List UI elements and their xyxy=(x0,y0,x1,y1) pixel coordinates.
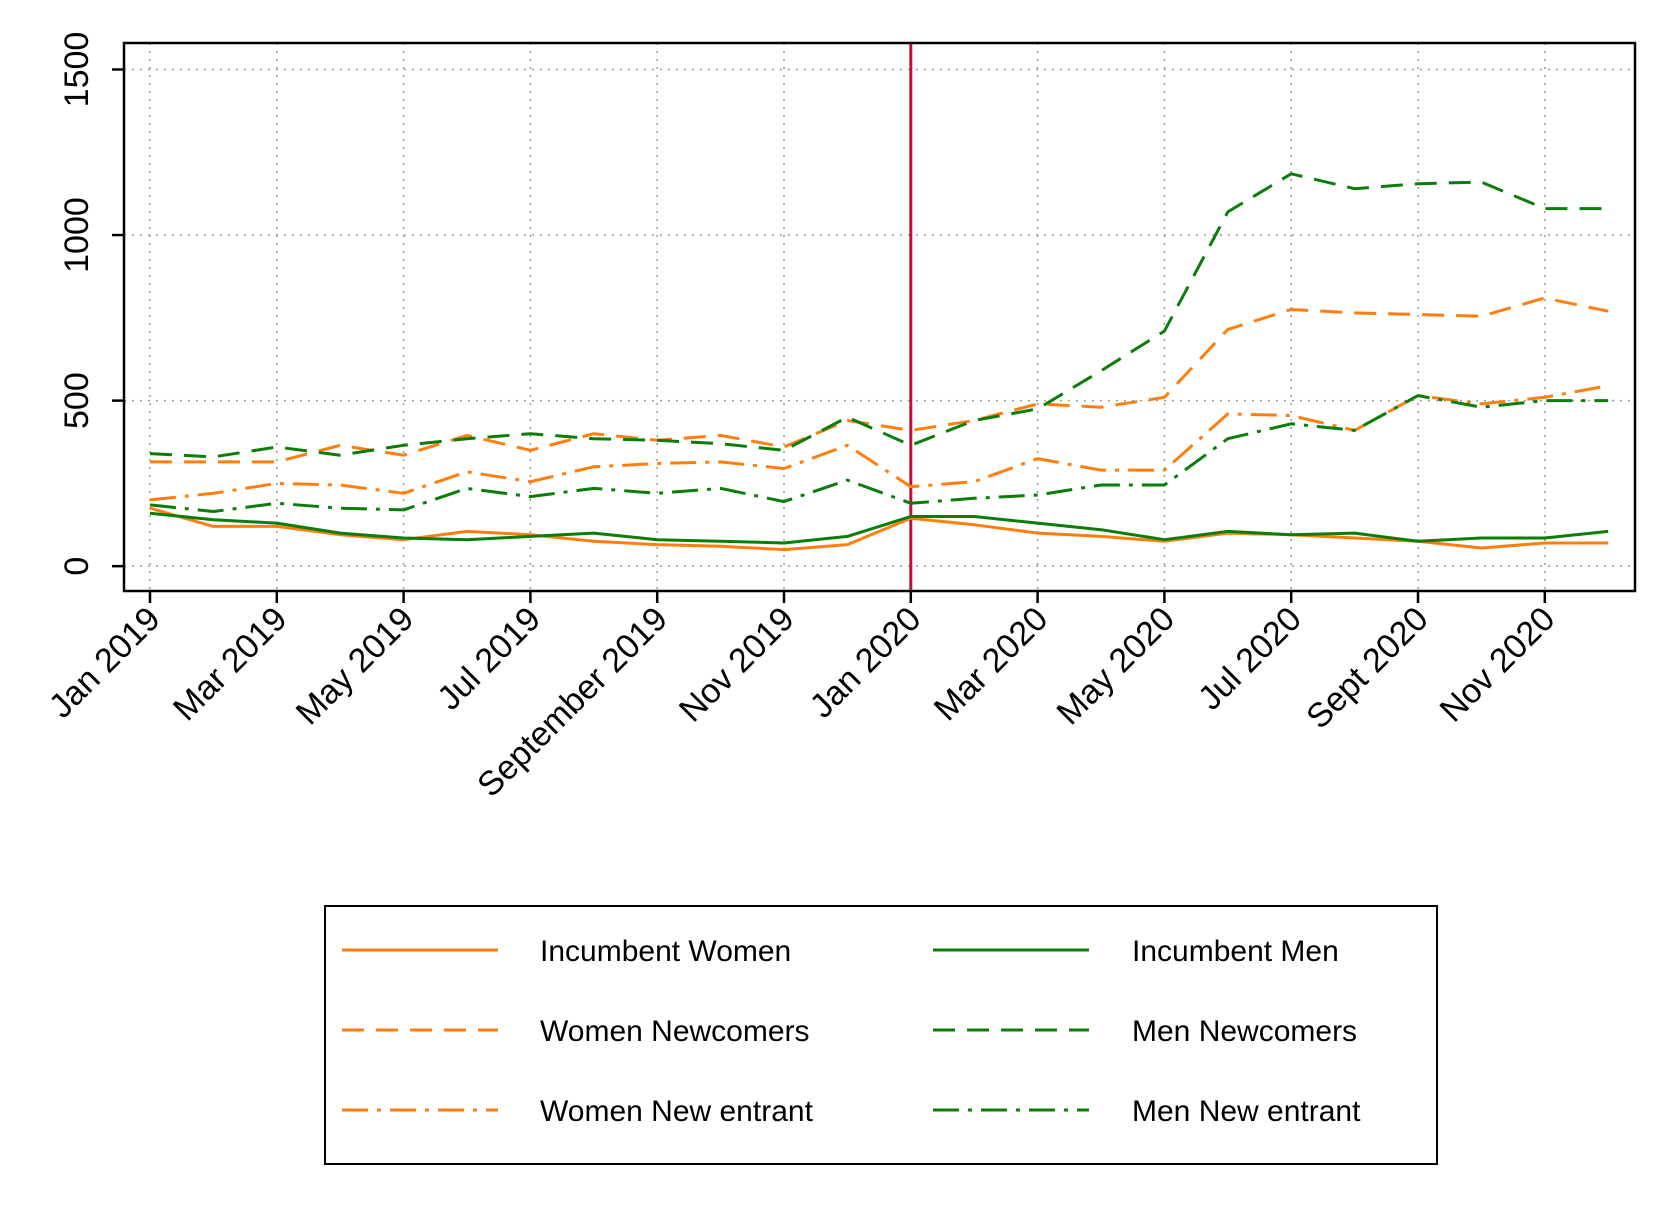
legend-label-incumbent-men: Incumbent Men xyxy=(1132,935,1339,968)
x-tick-label-10: Sept 2020 xyxy=(1299,600,1435,736)
plot-frame xyxy=(122,41,1637,593)
x-tick-label-0: Jan 2019 xyxy=(42,600,168,726)
series-line-incumbent-men xyxy=(149,511,1609,545)
x-tick-label-8: May 2020 xyxy=(1050,600,1182,732)
series-line-men-newcomers xyxy=(149,172,1609,459)
x-tick-label-3: Jul 2019 xyxy=(430,600,548,718)
x-tick-label-1: Mar 2019 xyxy=(166,600,294,728)
x-tick-label-6: Jan 2020 xyxy=(803,600,929,726)
legend-frame xyxy=(324,905,1438,1165)
x-tick-label-11: Nov 2020 xyxy=(1433,600,1563,730)
y-tick-label-3: 1500 xyxy=(58,32,96,108)
legend-label-incumbent-women: Incumbent Women xyxy=(540,935,791,968)
series-group xyxy=(149,172,1609,552)
series-line-incumbent-women xyxy=(149,506,1609,552)
series-line-women-new-entrant xyxy=(149,384,1609,502)
series-line-women-newcomers xyxy=(150,296,1609,464)
x-tick-label-7: Mar 2020 xyxy=(927,600,1055,728)
y-tick-label-0: 0 xyxy=(58,557,96,576)
x-tick-label-2: May 2019 xyxy=(289,600,421,732)
x-tick-label-5: Nov 2019 xyxy=(672,600,802,730)
x-tick-label-9: Jul 2020 xyxy=(1191,600,1309,718)
legend-label-women-new-entrant: Women New entrant xyxy=(540,1095,814,1128)
legend-label-women-newcomers: Women Newcomers xyxy=(540,1015,810,1048)
y-tick-label-1: 500 xyxy=(58,372,96,429)
legend-label-men-new-entrant: Men New entrant xyxy=(1132,1095,1361,1128)
y-tick-label-2: 1000 xyxy=(58,197,96,273)
legend-label-men-newcomers: Men Newcomers xyxy=(1132,1015,1357,1048)
legend: Incumbent Women Incumbent Men Women Newcom… xyxy=(324,905,1438,1165)
series-line-men-new-entrant xyxy=(149,394,1609,513)
y-axis: 0 500 1000 1500 xyxy=(58,32,124,576)
